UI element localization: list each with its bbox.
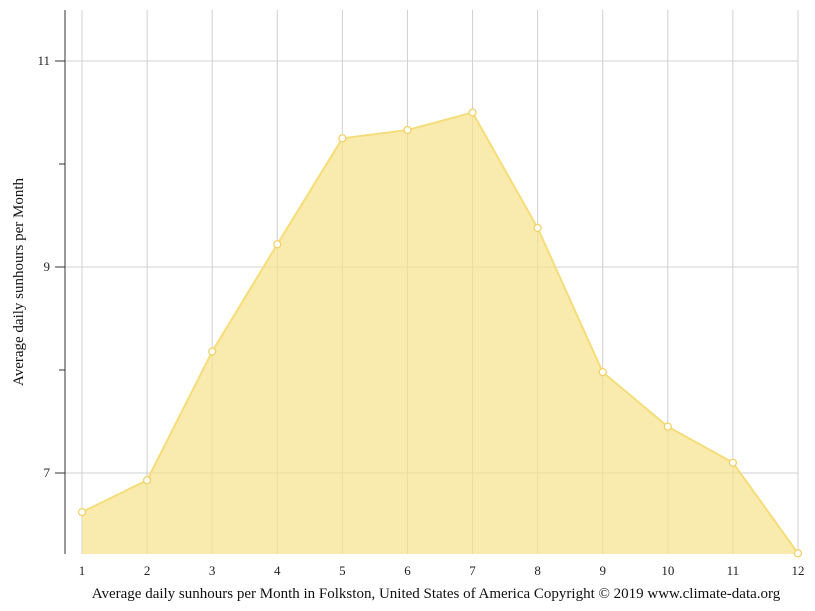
data-point bbox=[533, 223, 542, 232]
x-tick-labels: 1 2 3 4 5 6 7 8 9 10 11 12 bbox=[79, 563, 805, 578]
y-tick-label: 11 bbox=[37, 53, 50, 68]
y-axis-title: Average daily sunhours per Month bbox=[11, 178, 27, 387]
data-point bbox=[598, 368, 607, 377]
x-tick-label: 4 bbox=[274, 563, 281, 578]
x-tick-label: 7 bbox=[469, 563, 476, 578]
x-tick-label: 5 bbox=[339, 563, 346, 578]
x-tick-label: 2 bbox=[144, 563, 151, 578]
data-points bbox=[77, 108, 803, 558]
y-tick-label: 7 bbox=[44, 465, 51, 480]
axes bbox=[55, 10, 66, 554]
chart-caption: Average daily sunhours per Month in Folk… bbox=[92, 586, 781, 602]
y-tick-labels: 7 9 11 bbox=[37, 53, 50, 480]
data-point bbox=[143, 476, 152, 485]
data-point bbox=[208, 347, 217, 356]
series-line bbox=[81, 111, 799, 554]
data-point bbox=[793, 549, 803, 558]
x-tick-label: 8 bbox=[534, 563, 541, 578]
data-point bbox=[77, 507, 87, 517]
data-point bbox=[273, 240, 282, 249]
data-point bbox=[663, 422, 672, 431]
x-tick-label: 11 bbox=[727, 563, 740, 578]
area-fill bbox=[82, 112, 798, 554]
x-tick-label: 10 bbox=[661, 563, 674, 578]
data-point bbox=[728, 458, 738, 467]
y-tick-label: 9 bbox=[44, 259, 51, 274]
x-tick-label: 6 bbox=[404, 563, 411, 578]
data-point bbox=[403, 125, 412, 135]
data-point bbox=[468, 108, 477, 117]
area-series bbox=[81, 111, 799, 554]
x-tick-label: 3 bbox=[209, 563, 216, 578]
data-point bbox=[338, 134, 347, 143]
x-tick-label: 9 bbox=[599, 563, 606, 578]
x-tick-label: 12 bbox=[792, 563, 805, 578]
x-tick-label: 1 bbox=[79, 563, 86, 578]
